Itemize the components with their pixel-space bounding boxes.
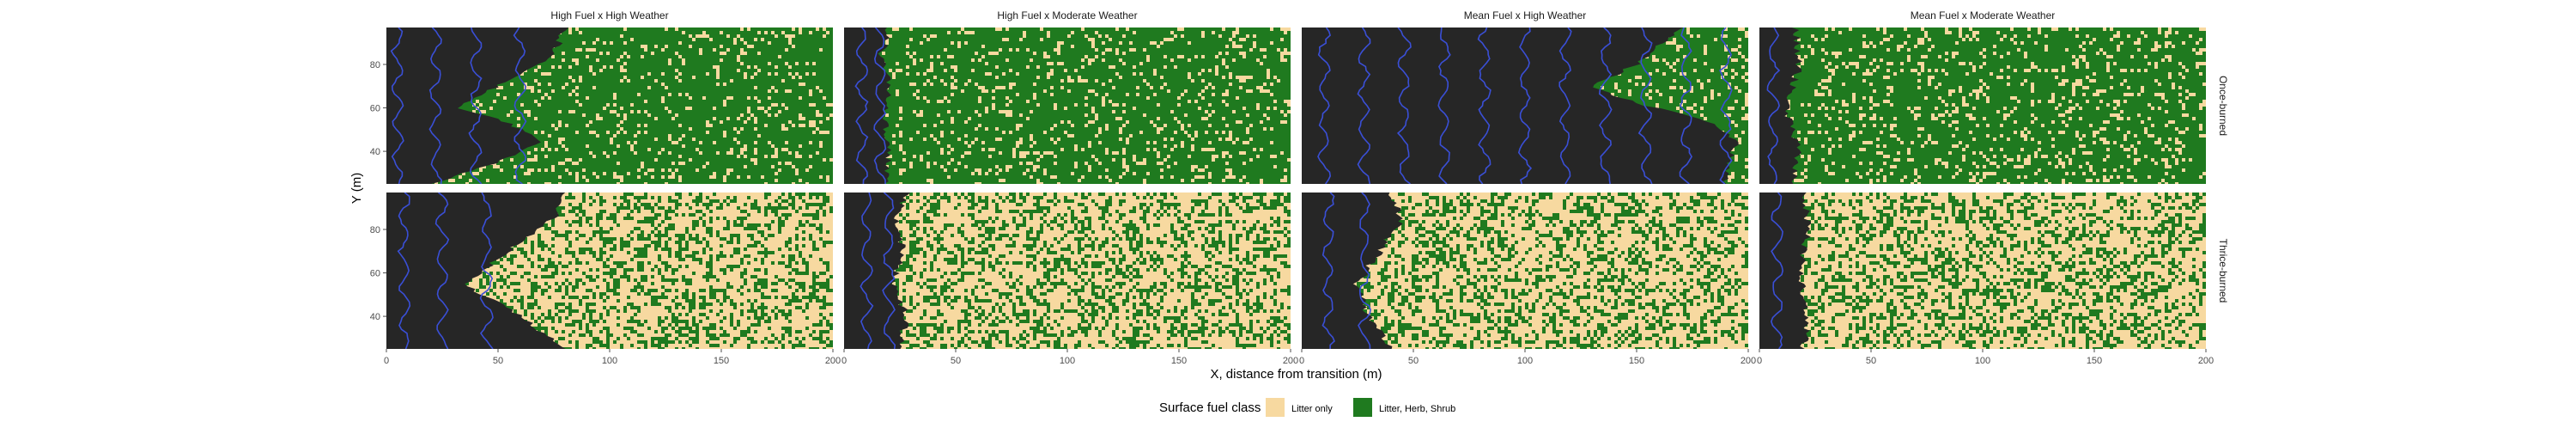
x-tick-label: 150 [1171, 356, 1187, 366]
facet-row-label: Thrice-burned [2217, 239, 2229, 303]
fire-contour-line [1770, 193, 1784, 349]
fire-contour-line [1477, 28, 1492, 184]
burned-area [386, 193, 566, 349]
burned-area [1302, 28, 1739, 184]
heatmap-panel [386, 28, 833, 184]
y-tick-label: 80 [370, 225, 380, 235]
fuel-cells [844, 28, 1291, 184]
legend-item-label: Litter only [1291, 404, 1333, 414]
heatmap-panel [844, 28, 1291, 184]
x-tick-label: 0 [1757, 356, 1762, 366]
x-tick-label: 0 [384, 356, 389, 366]
legend-swatch [1353, 398, 1372, 417]
fire-contour-line [854, 28, 869, 184]
fire-contour-line [428, 28, 443, 184]
fuel-cells [844, 193, 1291, 349]
fire-contour-line [1679, 28, 1693, 184]
fire-contour-line [479, 193, 494, 349]
fuel-cells [1759, 28, 2206, 184]
x-tick-label: 150 [2087, 356, 2102, 366]
x-tick-label: 50 [951, 356, 961, 366]
x-tick-label: 100 [602, 356, 617, 366]
x-axis-title: X, distance from transition (m) [1210, 367, 1382, 382]
heatmap-panel [1759, 28, 2206, 184]
x-tick-label: 100 [1975, 356, 1990, 366]
x-tick-label: 0 [841, 356, 847, 366]
heatmap-panel [1302, 193, 1748, 349]
facet-row-label: Once-burned [2217, 76, 2229, 136]
x-tick-label: 150 [714, 356, 729, 366]
burned-area [1302, 193, 1403, 349]
fuel-cells [386, 28, 833, 184]
heatmap-panel [386, 193, 833, 349]
y-tick-label: 60 [370, 104, 380, 114]
fire-contour-line [1357, 28, 1371, 184]
x-tick-label: 50 [1408, 356, 1419, 366]
heatmap-panel [1759, 193, 2206, 349]
fire-contour-line [882, 193, 896, 349]
legend-title: Surface fuel class [1159, 400, 1261, 415]
fire-contour-line [1358, 193, 1371, 349]
y-tick-label: 40 [370, 147, 380, 157]
facet-column-label: High Fuel x Moderate Weather [997, 9, 1137, 21]
legend: Surface fuel class Litter only Litter, Her… [1159, 398, 1455, 417]
fuel-cells [386, 193, 833, 349]
facet-column-label: Mean Fuel x High Weather [1464, 9, 1587, 21]
x-tick-label: 50 [1866, 356, 1876, 366]
fire-contour-line [1396, 28, 1412, 184]
facet-column-label: High Fuel x High Weather [550, 9, 668, 21]
y-tick-label: 80 [370, 60, 380, 70]
fire-contour-line [1766, 28, 1781, 184]
burned-area [1759, 193, 1811, 349]
x-tick-label: 0 [1299, 356, 1304, 366]
fuel-cells [1759, 193, 2206, 349]
heatmap-panel [1302, 28, 1748, 184]
legend-item-label: Litter, Herb, Shrub [1379, 404, 1455, 414]
fire-contour-line [513, 28, 527, 184]
x-tick-label: 200 [2198, 356, 2214, 366]
burned-area [386, 28, 568, 184]
x-tick-label: 150 [1629, 356, 1644, 366]
burned-area [1759, 28, 1803, 184]
fire-contour-line [873, 28, 887, 184]
fire-contour-line [434, 193, 450, 349]
x-tick-label: 200 [1283, 356, 1298, 366]
y-tick-label: 60 [370, 269, 380, 279]
fire-contour-line [1321, 193, 1335, 349]
fire-contour-line [1317, 28, 1332, 184]
fire-contour-line [1558, 28, 1572, 184]
fire-contour-line [1637, 28, 1653, 184]
fire-contour-line [1598, 28, 1613, 184]
x-tick-label: 200 [1741, 356, 1756, 366]
facet-column-label: Mean Fuel x Moderate Weather [1911, 9, 2056, 21]
heatmap-panel [844, 193, 1291, 349]
fire-contour-line [1718, 28, 1733, 184]
legend-swatch [1266, 398, 1285, 417]
fuel-cells [1302, 193, 1748, 349]
y-tick-label: 40 [370, 312, 380, 322]
fire-contour-line [1437, 28, 1451, 184]
fire-contour-line [468, 28, 483, 184]
y-axis-title: Y (m) [349, 173, 364, 204]
fire-contour-line [397, 193, 411, 349]
x-tick-label: 100 [1060, 356, 1075, 366]
fire-contour-line [390, 28, 404, 184]
x-tick-label: 100 [1517, 356, 1533, 366]
x-tick-label: 200 [825, 356, 841, 366]
fire-contour-line [1517, 28, 1533, 184]
x-tick-label: 50 [493, 356, 503, 366]
fire-contour-line [860, 193, 874, 349]
